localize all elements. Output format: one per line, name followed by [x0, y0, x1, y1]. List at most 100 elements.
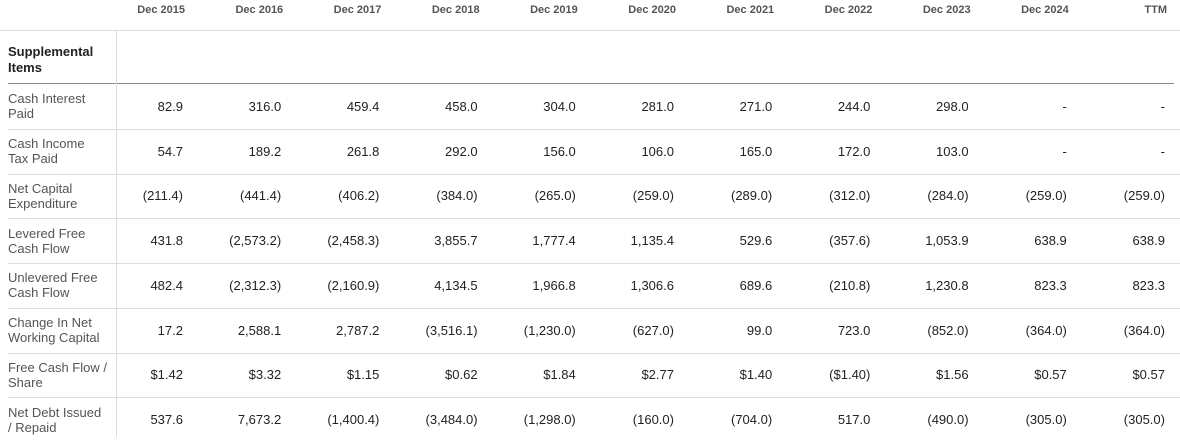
value-cell: (364.0) [1025, 322, 1067, 338]
section-divider [8, 83, 1174, 84]
value-cell: (2,160.9) [327, 277, 380, 293]
column-header: Dec 2015 [137, 4, 185, 16]
value-cell: (2,458.3) [327, 233, 380, 249]
value-cell: (160.0) [632, 412, 674, 428]
value-cell: 1,135.4 [630, 233, 674, 249]
value-cell: (312.0) [829, 188, 871, 204]
value-cell: 517.0 [837, 412, 871, 428]
value-cell: (627.0) [632, 322, 674, 338]
column-header: Dec 2022 [824, 4, 873, 16]
row-label: Free Cash Flow / Share [8, 359, 107, 390]
value-cell: 537.6 [150, 412, 183, 428]
column-header: Dec 2023 [922, 4, 971, 16]
value-cell: (265.0) [534, 188, 576, 204]
row-label: Net Capital Expenditure [8, 180, 78, 211]
row-divider [8, 397, 1180, 399]
value-cell: (305.0) [1123, 412, 1165, 428]
value-cell: (259.0) [1025, 188, 1067, 204]
value-cell: 4,134.5 [434, 277, 478, 293]
row-divider [8, 307, 1180, 309]
value-cell: $0.57 [1132, 367, 1165, 383]
column-header: TTM [1144, 4, 1167, 16]
value-cell: 1,777.4 [532, 233, 576, 249]
value-cell: $0.62 [445, 367, 478, 383]
value-cell: ($1.40) [829, 367, 871, 383]
value-cell: (1,298.0) [523, 412, 576, 428]
value-cell: 689.6 [739, 277, 773, 293]
value-cell: (210.8) [829, 277, 871, 293]
value-cell: (284.0) [927, 188, 969, 204]
value-cell: 3,855.7 [434, 233, 478, 249]
value-cell: 261.8 [346, 143, 380, 159]
value-cell: 2,787.2 [336, 322, 380, 338]
value-cell: 7,673.2 [237, 412, 282, 428]
row-divider [8, 263, 1180, 264]
header-divider [0, 30, 1180, 31]
value-cell: 172.0 [837, 143, 871, 159]
row-label: Change In Net Working Capital [8, 315, 100, 346]
value-cell: (3,516.1) [425, 322, 478, 338]
value-cell: (364.0) [1123, 322, 1165, 338]
value-cell: - [1062, 143, 1067, 159]
row-divider [8, 352, 1180, 354]
column-divider [116, 30, 117, 437]
value-cell: (1,230.0) [523, 322, 576, 338]
value-cell: (2,312.3) [229, 277, 282, 293]
value-cell: $1.15 [346, 367, 380, 383]
value-cell: 292.0 [445, 143, 478, 159]
row-label: Levered Free Cash Flow [8, 225, 86, 256]
value-cell: 316.0 [248, 98, 282, 114]
value-cell: 1,053.9 [925, 233, 969, 249]
value-cell: 459.4 [346, 98, 380, 114]
value-cell: - [1160, 98, 1165, 114]
value-cell: (3,484.0) [425, 412, 478, 428]
value-cell: $3.32 [248, 367, 282, 383]
column-header: Dec 2016 [235, 4, 284, 16]
value-cell: (406.2) [338, 188, 380, 204]
value-cell: - [1062, 98, 1067, 114]
value-cell: $2.77 [641, 367, 674, 383]
value-cell: (305.0) [1025, 412, 1067, 428]
value-cell: 106.0 [641, 143, 674, 159]
value-cell: 1,230.8 [925, 277, 969, 293]
value-cell: $1.56 [936, 367, 969, 383]
value-cell: 638.9 [1132, 233, 1165, 249]
value-cell: (357.6) [829, 233, 871, 249]
value-cell: (259.0) [1123, 188, 1165, 204]
value-cell: 638.9 [1034, 233, 1067, 249]
value-cell: 2,588.1 [237, 322, 282, 338]
value-cell: 529.6 [739, 233, 773, 249]
value-cell: 99.0 [746, 322, 773, 338]
row-label: Cash Interest Paid [8, 91, 86, 122]
value-cell: 103.0 [936, 143, 969, 159]
column-header: Dec 2018 [431, 4, 480, 16]
value-cell: 156.0 [543, 143, 576, 159]
value-cell: (441.4) [239, 188, 282, 204]
row-label: Unlevered Free Cash Flow [8, 270, 98, 301]
value-cell: 431.8 [150, 233, 183, 249]
column-header: Dec 2021 [726, 4, 775, 16]
row-divider [8, 128, 1180, 130]
value-cell: 281.0 [641, 98, 674, 114]
value-cell: 1,306.6 [630, 277, 674, 293]
value-cell: 271.0 [739, 98, 773, 114]
value-cell: 723.0 [837, 322, 871, 338]
value-cell: (490.0) [927, 412, 969, 428]
value-cell: $1.84 [543, 367, 576, 383]
value-cell: 1,966.8 [532, 277, 576, 293]
value-cell: (289.0) [730, 188, 773, 204]
row-label: Cash Income Tax Paid [8, 136, 85, 167]
value-cell: 82.9 [157, 98, 183, 114]
value-cell: 823.3 [1034, 277, 1067, 293]
value-cell: 298.0 [936, 98, 969, 114]
value-cell: 54.7 [157, 143, 183, 159]
value-cell: $1.40 [739, 367, 773, 383]
section-title: Supplemental Items [8, 44, 94, 75]
value-cell: $1.42 [150, 367, 183, 383]
value-cell: 165.0 [739, 143, 773, 159]
row-divider [8, 173, 1180, 175]
value-cell: (384.0) [436, 188, 478, 204]
value-cell: 823.3 [1132, 277, 1165, 293]
column-header: Dec 2017 [333, 4, 382, 16]
